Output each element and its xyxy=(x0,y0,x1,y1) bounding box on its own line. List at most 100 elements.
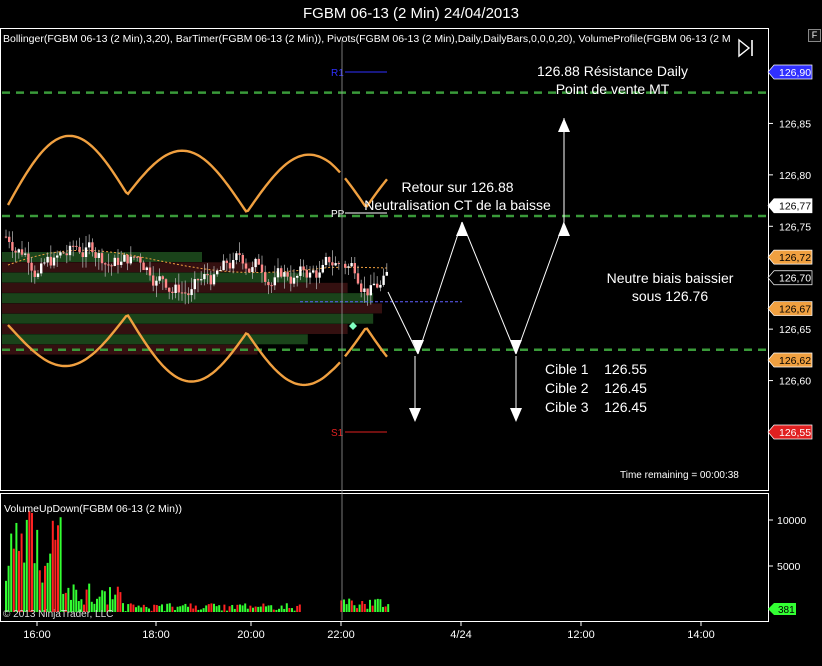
volume-bar xyxy=(90,601,93,612)
candle-body xyxy=(184,292,187,294)
cible-2: Cible 2 126.45 xyxy=(545,380,647,396)
volume-bar xyxy=(187,606,189,612)
volume-bars xyxy=(5,510,390,612)
volume-bar xyxy=(257,606,260,612)
arrow-head xyxy=(409,408,421,422)
volume-bar xyxy=(374,599,377,612)
volume-bar xyxy=(80,599,83,612)
candle-body xyxy=(270,285,273,287)
candle-body xyxy=(296,275,299,278)
volume-bar xyxy=(5,580,7,612)
candle-body xyxy=(353,263,356,274)
time-remaining: Time remaining = 00:00:38 xyxy=(620,470,739,481)
volume-profile xyxy=(2,252,382,355)
annotation-resistance-line1: 126.88 Résistance Daily xyxy=(537,63,688,79)
candle-body xyxy=(59,252,62,256)
volume-bar xyxy=(54,539,57,612)
volume-bar xyxy=(298,604,301,612)
volume-bar xyxy=(376,598,379,612)
candle-body xyxy=(347,266,350,268)
volume-bar xyxy=(137,605,140,612)
candle-body xyxy=(273,277,276,286)
volume-bar xyxy=(369,599,371,612)
candle-body xyxy=(344,263,347,268)
volume-tick-label: 5000 xyxy=(777,561,801,573)
candle-body xyxy=(203,274,206,280)
candle-body xyxy=(385,271,388,276)
candle-body xyxy=(209,275,212,285)
price-marker-label: 126,77 xyxy=(779,201,811,213)
volume-bar xyxy=(278,608,280,612)
candle-body xyxy=(324,256,328,265)
volume-bar xyxy=(356,608,358,612)
volume-bar xyxy=(67,587,70,612)
volume-bar xyxy=(46,562,49,612)
bollinger-upper xyxy=(6,134,341,213)
candle-body xyxy=(238,253,241,255)
time-tick-label: 12:00 xyxy=(567,629,595,641)
candle-body xyxy=(212,274,216,285)
volume-bar xyxy=(171,606,174,612)
annotation-neutre-line2: sous 126.76 xyxy=(631,288,709,304)
volume-bar xyxy=(163,610,166,612)
candle-body xyxy=(225,260,228,263)
candle-body xyxy=(116,257,120,265)
projection-arrows xyxy=(387,118,570,422)
price-marker-label: 126,90 xyxy=(779,67,811,79)
volume-bar xyxy=(262,603,265,612)
volume-bar xyxy=(358,604,361,612)
scroll-to-end-icon[interactable] xyxy=(737,38,759,58)
volume-bar xyxy=(119,592,122,612)
bollinger-lower xyxy=(344,327,388,358)
price-marker-badge xyxy=(767,270,813,286)
candles xyxy=(4,229,462,330)
time-tick-label: 18:00 xyxy=(142,629,170,641)
volume-bar xyxy=(83,604,85,612)
candle-body xyxy=(360,283,363,292)
volume-bar xyxy=(202,608,205,612)
volume-axis: 10000 5000 381 xyxy=(768,515,806,616)
price-marker-badge xyxy=(767,249,813,265)
candle-body xyxy=(289,276,292,284)
volume-bar xyxy=(239,604,241,612)
volume-bar xyxy=(20,533,23,612)
volume-bar xyxy=(205,605,208,612)
volume-bar xyxy=(18,550,20,612)
volume-bar xyxy=(200,609,202,612)
volume-bar xyxy=(7,565,10,612)
candle-body xyxy=(30,262,33,271)
volume-bar xyxy=(249,605,252,612)
candle-body xyxy=(94,252,97,258)
volume-last-label: 381 xyxy=(778,605,795,616)
candle-body xyxy=(356,273,360,284)
volume-bar xyxy=(259,606,262,612)
volume-bar xyxy=(218,605,221,612)
candle-body xyxy=(216,270,219,275)
candle-body xyxy=(254,258,257,268)
candle-body xyxy=(113,257,116,266)
volume-bar xyxy=(283,608,286,612)
candle-body xyxy=(312,270,315,273)
volume-bar xyxy=(265,606,267,612)
candle-body xyxy=(337,263,340,265)
volume-bar xyxy=(33,563,36,612)
volume-bar xyxy=(132,604,135,612)
candle-body xyxy=(132,256,136,258)
candle-body xyxy=(283,272,286,277)
cible-1: Cible 1 126.55 xyxy=(545,361,647,377)
f-button[interactable]: F xyxy=(808,29,821,42)
price-marker-label: 126,67 xyxy=(779,304,811,316)
candle-body xyxy=(4,236,8,238)
annotation-neutre: Neutre biais baissier sous 126.76 xyxy=(575,269,765,305)
volume-bar xyxy=(254,606,257,612)
volume-bar xyxy=(244,603,247,612)
candle-body xyxy=(177,284,180,293)
candle-body xyxy=(276,268,280,278)
candle-body xyxy=(372,283,376,286)
arrow-head xyxy=(558,118,570,132)
arrow-head xyxy=(510,340,522,354)
time-tick-label: 22:00 xyxy=(327,629,355,641)
candle-body xyxy=(33,270,36,277)
volume-bar xyxy=(189,603,192,612)
